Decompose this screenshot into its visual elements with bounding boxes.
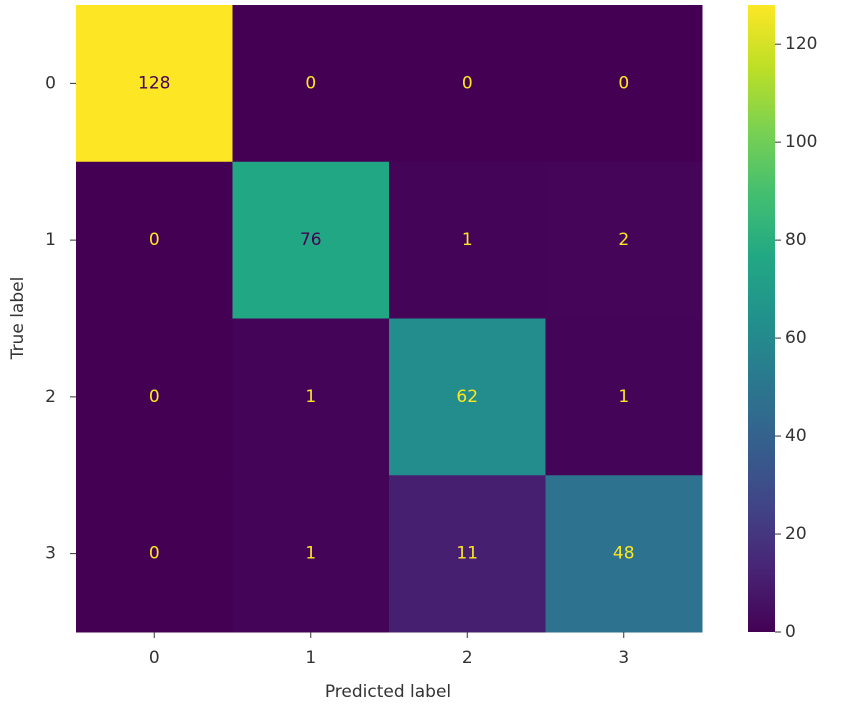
heatmap-cell bbox=[389, 161, 546, 319]
heatmap-cell bbox=[545, 161, 703, 319]
heatmap-cell bbox=[545, 475, 703, 633]
cell-label: 76 bbox=[300, 230, 322, 250]
cell-label: 0 bbox=[149, 230, 160, 250]
x-tick-label: 3 bbox=[618, 648, 629, 668]
colorbar-tick-label: 40 bbox=[785, 426, 807, 446]
heatmap-cell bbox=[545, 5, 703, 163]
heatmap-cell bbox=[232, 318, 390, 476]
cell-label: 0 bbox=[149, 387, 160, 407]
cell-label: 62 bbox=[456, 387, 478, 407]
y-tick-label: 0 bbox=[45, 73, 56, 93]
cell-label: 0 bbox=[149, 544, 160, 564]
heatmap-cell bbox=[76, 318, 233, 476]
cell-label: 1 bbox=[305, 387, 316, 407]
heatmap-cell bbox=[76, 161, 233, 319]
cell-label: 2 bbox=[618, 230, 629, 250]
cell-label: 0 bbox=[305, 73, 316, 93]
heatmap-cell bbox=[389, 318, 546, 476]
x-tick-label: 2 bbox=[462, 648, 473, 668]
cell-label: 11 bbox=[456, 544, 478, 564]
heatmap-cell bbox=[545, 318, 703, 476]
cell-label: 48 bbox=[613, 544, 635, 564]
colorbar bbox=[748, 5, 775, 632]
cell-label: 1 bbox=[462, 230, 473, 250]
cell-label: 1 bbox=[618, 387, 629, 407]
heatmap-cell bbox=[389, 5, 546, 163]
y-tick-label: 3 bbox=[45, 544, 56, 564]
cell-label: 0 bbox=[462, 73, 473, 93]
y-tick-label: 2 bbox=[45, 387, 56, 407]
x-tick-label: 0 bbox=[149, 648, 160, 668]
heatmap-cell bbox=[232, 475, 390, 633]
cell-label: 1 bbox=[305, 544, 316, 564]
colorbar-tick-label: 0 bbox=[785, 622, 796, 642]
heatmap-cell bbox=[232, 161, 390, 319]
x-tick-label: 1 bbox=[305, 648, 316, 668]
colorbar-tick-label: 20 bbox=[785, 524, 807, 544]
cell-label: 128 bbox=[138, 73, 170, 93]
colorbar-tick-label: 120 bbox=[785, 34, 817, 54]
colorbar-tick-label: 100 bbox=[785, 132, 817, 152]
heatmap-cell bbox=[76, 5, 233, 163]
heatmap-cell bbox=[76, 475, 233, 633]
cell-label: 0 bbox=[618, 73, 629, 93]
x-axis-label: Predicted label bbox=[325, 682, 451, 702]
heatmap-cell bbox=[389, 475, 546, 633]
colorbar-tick-label: 80 bbox=[785, 230, 807, 250]
heatmap-cell bbox=[232, 5, 390, 163]
y-axis-label: True label bbox=[8, 277, 28, 361]
y-tick-label: 1 bbox=[45, 230, 56, 250]
colorbar-tick-label: 60 bbox=[785, 328, 807, 348]
